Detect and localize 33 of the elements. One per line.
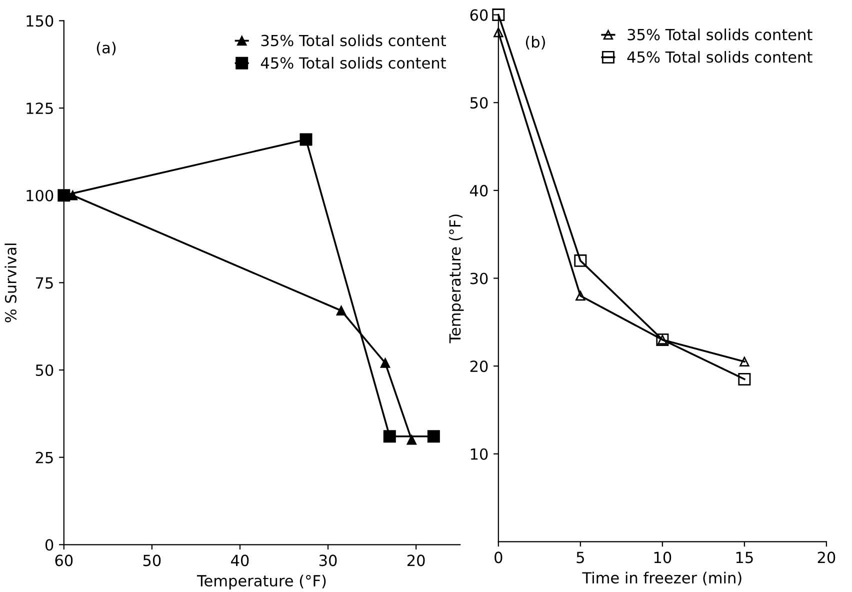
y-tick-label: 50: [36, 364, 54, 376]
x-tick-label: 20: [818, 552, 836, 564]
x-tick-label: 40: [231, 554, 249, 566]
x-tick-label: 15: [736, 552, 753, 564]
x-tick-label: 60: [55, 554, 73, 566]
y-tick-label: 75: [36, 277, 53, 289]
y-tick-label: 50: [470, 97, 488, 109]
legend-label: 45% Total solids content: [260, 56, 446, 69]
y-tick-label: 100: [26, 190, 54, 202]
x-tick-label: 10: [654, 552, 672, 564]
x-tick-label: 50: [143, 554, 161, 566]
text: (b): [526, 36, 545, 50]
text: (a): [96, 42, 116, 56]
legend-label: 45% Total solids content: [627, 50, 812, 63]
x-axis-title: Temperature (°F): [196, 574, 326, 590]
y-axis-title: % Survival: [4, 244, 16, 322]
y-tick-label: 25: [36, 452, 53, 464]
y-tick-label: 10: [470, 448, 488, 460]
y-tick-label: 0: [45, 539, 54, 551]
x-tick-label: 30: [319, 554, 337, 566]
y-tick-label: 60: [470, 9, 488, 21]
y-tick-label: 150: [26, 15, 54, 27]
legend-label: 35% Total solids content: [628, 28, 812, 40]
y-tick-label: 125: [26, 102, 53, 114]
x-tick-label: 5: [576, 552, 584, 564]
y-tick-label: 30: [470, 272, 488, 284]
x-tick-label: 0: [494, 552, 502, 564]
x-tick-label: 20: [407, 554, 425, 566]
y-axis-title: Temperature (°F): [448, 214, 464, 344]
legend-label: 35% Total solids content: [261, 34, 446, 46]
y-tick-label: 40: [470, 184, 488, 196]
x-axis-title: Time in freezer (min): [582, 572, 742, 586]
y-tick-label: 20: [470, 360, 488, 372]
